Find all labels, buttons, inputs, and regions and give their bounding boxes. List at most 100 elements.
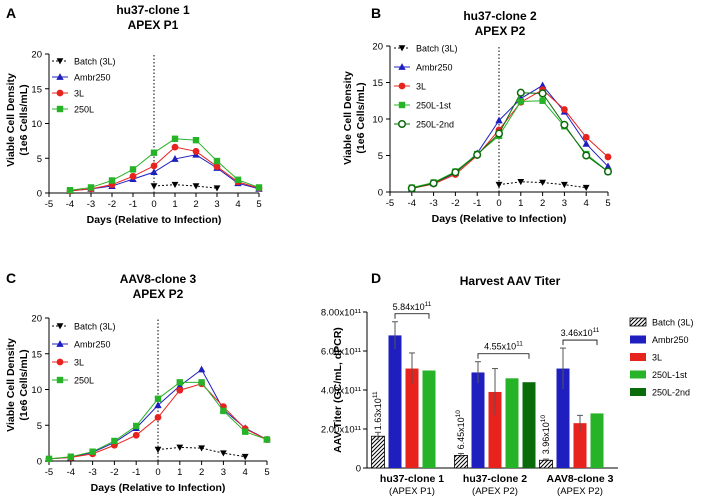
y-axis-label-line2: (1e6 Cells/mL) [355, 82, 367, 153]
series-250l-1st [408, 97, 612, 191]
y-tick-label: 20 [31, 314, 42, 325]
series-ambr250 [408, 81, 612, 192]
series-250l-2nd [407, 88, 613, 193]
y-tick-label: 8.00x10¹¹ [321, 308, 361, 319]
y-tick-label: 2.00x10¹¹ [321, 425, 361, 436]
data-point [241, 453, 249, 461]
panel-c-title-line2: APEX P2 [133, 287, 184, 301]
x-tick-label: 0 [151, 199, 156, 210]
data-point [150, 168, 158, 176]
x-tick-label: -2 [110, 467, 118, 478]
data-point [129, 172, 137, 180]
x-tick-label: -2 [108, 199, 116, 210]
data-point [154, 446, 162, 453]
data-point [242, 428, 249, 435]
data-point [582, 151, 591, 160]
panel-letter-b: B [371, 5, 381, 21]
value-annotation-exponent: 11 [372, 391, 379, 398]
legend-label: Ambr250 [74, 340, 111, 350]
value-annotation-exponent: 10 [540, 415, 547, 423]
data-point [561, 181, 568, 189]
value-annotation-base: 1.63x10 [373, 398, 383, 430]
bar-chart-d: 0 2.00x10¹¹ 4.00x10¹¹ 6.00x10¹¹ 8.00x10¹¹ AAV… [321, 301, 694, 497]
y-tick-label: 15 [31, 84, 42, 95]
panel-letter-d: D [371, 270, 381, 286]
data-point [154, 413, 162, 421]
legend-marker [56, 73, 64, 80]
series-ambr250 [66, 150, 263, 194]
y-axis-label: Viable Cell Density(1e6 Cells/mL) [5, 338, 30, 432]
data-point [582, 139, 590, 147]
x-axis-label: Days (Relative to Infection) [432, 213, 567, 225]
legend-swatch [629, 317, 647, 327]
legend-label: 3L [652, 353, 662, 363]
legend-marker [56, 376, 64, 384]
value-annotation-base: 3.96x10 [541, 422, 551, 454]
y-tick-label: 0 [356, 464, 361, 475]
legend-label: Batch (3L) [74, 57, 116, 67]
legend-label: Batch (3L) [74, 322, 116, 332]
legend-swatch [630, 353, 646, 361]
data-point [538, 89, 547, 98]
x-tick-label: 4 [584, 198, 589, 209]
x-tick-label: -2 [451, 198, 459, 209]
bracket-label: 3.46x1011 [561, 327, 600, 338]
y-axis-label: Viable Cell Density(1e6 Cells/mL) [342, 71, 367, 165]
legend-marker [56, 89, 64, 97]
data-point [176, 386, 184, 394]
y-tick-label: 20 [31, 50, 42, 61]
bar [422, 370, 436, 468]
series-batch-3l- [495, 178, 590, 192]
category-label: AAV8-clone 3 [547, 473, 614, 485]
line-chart-c: -5 -4 -3 -2 -1 0 1 2 3 4 5 0 5 10 15 20 Days (Relative t… [5, 314, 271, 494]
data-point [154, 395, 162, 402]
y-axis-label-line2: (1e6 Cells/mL) [18, 349, 30, 420]
x-tick-label: 2 [193, 199, 198, 210]
data-point [150, 183, 158, 190]
x-tick-label: 1 [518, 198, 523, 209]
y-tick-label: 0 [378, 188, 383, 199]
y-tick-label: 6.00x10¹¹ [321, 347, 361, 358]
series-line [69, 146, 260, 192]
bar [505, 378, 519, 468]
data-point [234, 176, 242, 183]
legend-marker [56, 58, 64, 65]
x-tick-label: -4 [67, 467, 75, 478]
legend-label: 3L [416, 82, 426, 92]
bar [590, 413, 604, 468]
y-tick-label: 15 [31, 349, 42, 360]
data-point [263, 436, 271, 443]
x-tick-label: -3 [429, 198, 437, 209]
y-tick-label: 5 [37, 154, 42, 165]
legend-label: 250L-1st [652, 370, 688, 380]
legend-marker [398, 63, 406, 70]
data-point [516, 88, 525, 97]
bar [405, 368, 419, 468]
x-tick-label: -1 [129, 199, 137, 210]
bracket-label-base: 4.55x10 [484, 342, 516, 352]
y-tick-label: 5 [378, 151, 383, 162]
data-point [582, 184, 590, 192]
legend-label: 250L-2nd [416, 120, 454, 130]
category-sublabel: (APEX P2) [472, 486, 518, 497]
data-point [192, 147, 200, 155]
series-line [69, 138, 260, 191]
x-tick-label: -4 [408, 198, 416, 209]
data-point [108, 177, 116, 184]
data-point [517, 178, 525, 186]
data-point [220, 407, 227, 415]
bracket-label-base: 3.46x10 [561, 328, 593, 338]
data-point [171, 181, 179, 189]
series-batch-3l- [154, 444, 249, 461]
x-tick-label: -5 [45, 199, 53, 210]
data-point [197, 365, 206, 373]
x-axis-label: Days (Relative to Infection) [91, 482, 226, 494]
comparison-bracket [394, 313, 430, 319]
x-tick-label: -1 [132, 467, 140, 478]
line-chart-b: -5 -4 -3 -2 -1 0 1 2 3 4 5 0 5 10 15 20 Days (Relative t… [342, 42, 613, 225]
bracket-label-exponent: 11 [425, 301, 432, 308]
y-axis-label-line1: Viable Cell Density [5, 73, 17, 167]
x-tick-label: 1 [172, 199, 177, 210]
data-point [604, 162, 612, 170]
